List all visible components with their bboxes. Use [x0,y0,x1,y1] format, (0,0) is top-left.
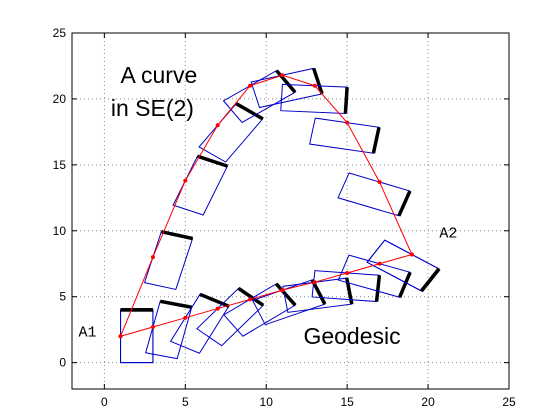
axes-frame [71,32,510,390]
marker-0-2 [183,178,188,183]
y-tick-label-1: 5 [59,290,66,304]
marker-0-3 [215,123,220,128]
marker-1-0 [118,334,123,339]
annotation-3: A1 [78,324,96,341]
marker-1-9 [409,252,414,257]
marker-1-4 [248,297,253,302]
x-tick-label-0: 0 [101,395,108,409]
frame-edge-0-5 [312,67,324,95]
y-tick-label-3: 15 [53,158,67,172]
marker-0-5 [280,73,285,78]
frame-edge-0-2 [196,154,228,168]
y-tick-label-2: 10 [53,224,67,238]
y-tick-label-4: 20 [53,92,67,106]
marker-0-7 [345,120,350,125]
x-tick-label-4: 20 [421,395,435,409]
frame-edge-0-3 [235,102,264,121]
marker-0-1 [150,255,155,260]
annotation-0: A curve [121,62,198,88]
marker-1-8 [377,261,382,266]
path-series-1 [120,254,413,337]
frame-edge-1-3 [237,286,265,307]
y-tick-label-5: 25 [53,26,67,40]
axes-box [71,32,510,390]
x-tick-label-1: 5 [182,395,189,409]
annotations: A curve in SE(2) Geodesic A1 A2 [78,62,457,349]
frame-edge-1-8 [397,271,412,298]
frame-edge-0-4 [275,69,297,94]
annotation-2: Geodesic [303,323,400,349]
annotation-1: in SE(2) [111,95,194,121]
frame-edge-1-9 [420,267,441,293]
marker-0-8 [377,179,382,184]
frame-edge-0-8 [397,190,412,217]
frame-edge-0-6 [343,87,349,114]
marker-1-7 [345,270,350,275]
marker-0-6 [312,83,317,88]
marker-1-3 [215,306,220,311]
tick-labels: 0 5 10 15 20 25 0 5 10 15 20 25 [53,26,516,409]
curve-markers [118,73,414,339]
frame-edge-0-7 [371,126,381,154]
frame-edge-1-7 [374,275,382,302]
frame-edge-0-1 [160,229,193,241]
marker-1-5 [280,288,285,293]
x-tick-label-2: 10 [260,395,274,409]
marker-1-1 [150,325,155,330]
frame-edge-1-4 [274,282,297,307]
x-tick-label-5: 25 [502,395,516,409]
marker-0-4 [248,83,253,88]
y-tick-label-0: 0 [59,356,66,370]
x-tick-label-3: 15 [340,395,354,409]
annotation-4: A2 [439,225,457,242]
marker-1-2 [183,315,188,320]
marker-1-6 [312,280,317,285]
frame-edge-1-1 [159,299,193,309]
curve-paths [120,74,413,337]
frame-edge-1-2 [199,292,230,308]
path-series-0 [120,74,413,337]
